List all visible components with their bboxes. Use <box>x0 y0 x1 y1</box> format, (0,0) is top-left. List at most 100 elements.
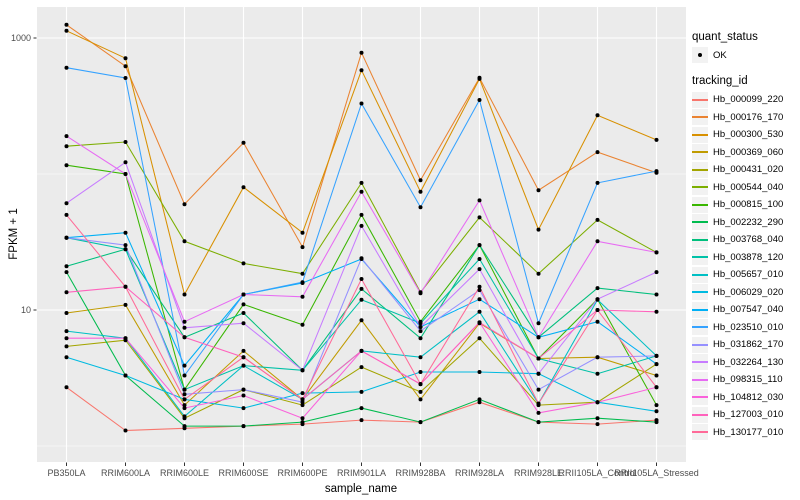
svg-text:RRIM600LA: RRIM600LA <box>101 468 150 478</box>
line-swatch-icon <box>692 396 708 399</box>
svg-text:RRIM928LA: RRIM928LA <box>455 468 504 478</box>
line-swatch-icon <box>692 291 708 294</box>
svg-text:10: 10 <box>21 305 31 315</box>
line-swatch-icon <box>692 186 708 189</box>
legend-key-swatch <box>692 91 708 108</box>
legend-item-label: Hb_032264_130 <box>713 356 784 368</box>
legend-item-label: Hb_023510_010 <box>713 321 784 333</box>
legend: quant_status OK tracking_id Hb_000099_22… <box>692 0 798 500</box>
legend-item-Hb_127003_010: Hb_127003_010 <box>692 406 783 424</box>
legend-item-label: Hb_002232_290 <box>713 216 784 228</box>
legend-key-swatch <box>692 301 708 318</box>
legend-item-Hb_000431_020: Hb_000431_020 <box>692 161 783 179</box>
legend-item-Hb_003768_040: Hb_003768_040 <box>692 231 783 249</box>
line-swatch-icon <box>692 116 708 119</box>
legend-item-Hb_130177_010: Hb_130177_010 <box>692 424 783 442</box>
legend-item-Hb_032264_130: Hb_032264_130 <box>692 354 783 372</box>
line-swatch-icon <box>692 361 708 364</box>
legend-item-Hb_104812_030: Hb_104812_030 <box>692 389 783 407</box>
legend-title-tracking-id: tracking_id <box>692 75 748 87</box>
legend-key-swatch <box>692 424 708 441</box>
legend-key-swatch <box>692 214 708 231</box>
legend-item-Hb_098315_110: Hb_098315_110 <box>692 371 783 389</box>
svg-text:RRIM600LE: RRIM600LE <box>160 468 209 478</box>
legend-item-Hb_000815_100: Hb_000815_100 <box>692 196 783 214</box>
line-swatch-icon <box>692 343 708 346</box>
legend-key-swatch <box>692 406 708 423</box>
legend-key-swatch <box>692 319 708 336</box>
svg-text:PB350LA: PB350LA <box>47 468 85 478</box>
legend-item-Hb_002232_290: Hb_002232_290 <box>692 214 783 232</box>
legend-key-swatch <box>692 126 708 143</box>
line-swatch-icon <box>692 378 708 381</box>
legend-item-Hb_000176_170: Hb_000176_170 <box>692 109 783 127</box>
legend-item-Hb_023510_010: Hb_023510_010 <box>692 319 783 337</box>
legend-key-swatch <box>692 196 708 213</box>
legend-tracking-items: Hb_000099_220 Hb_000176_170 Hb_000300_530 H… <box>692 91 783 441</box>
legend-item-label: Hb_000431_020 <box>713 164 784 176</box>
line-swatch-icon <box>692 151 708 154</box>
legend-key-swatch <box>692 144 708 161</box>
svg-text:RRII105LA_Control: RRII105LA_Control <box>558 468 636 478</box>
legend-key-swatch <box>692 266 708 283</box>
legend-item-label: Hb_031862_170 <box>713 339 784 351</box>
line-swatch-icon <box>692 221 708 224</box>
line-swatch-icon <box>692 168 708 171</box>
svg-text:1000: 1000 <box>11 33 31 43</box>
legend-key-swatch <box>692 389 708 406</box>
line-swatch-icon <box>692 133 708 136</box>
legend-item-Hb_007547_040: Hb_007547_040 <box>692 301 783 319</box>
svg-text:RRII105LA_Stressed: RRII105LA_Stressed <box>614 468 699 478</box>
legend-key-swatch <box>692 179 708 196</box>
line-swatch-icon <box>692 413 708 416</box>
y-tick-labels: 1000 10 <box>11 33 31 315</box>
legend-key-swatch <box>692 109 708 126</box>
axis-ticks <box>33 37 657 466</box>
x-axis-title: sample_name <box>324 483 398 495</box>
legend-key-swatch <box>692 284 708 301</box>
legend-item-Hb_000300_530: Hb_000300_530 <box>692 126 783 144</box>
line-swatch-icon <box>692 256 708 259</box>
line-swatch-icon <box>692 238 708 241</box>
legend-item-label: Hb_130177_010 <box>713 426 784 438</box>
svg-text:RRIM901LA: RRIM901LA <box>337 468 386 478</box>
legend-item-label: Hb_003878_120 <box>713 251 784 263</box>
legend-item-label: Hb_005657_010 <box>713 269 784 281</box>
svg-text:RRIM928BA: RRIM928BA <box>395 468 445 478</box>
legend-item-label: OK <box>713 49 727 61</box>
legend-key-swatch <box>692 354 708 371</box>
legend-item-label: Hb_000099_220 <box>713 94 784 106</box>
data-points <box>64 22 659 433</box>
line-swatch-icon <box>692 273 708 276</box>
line-swatch-icon <box>692 431 708 434</box>
legend-item-label: Hb_000369_060 <box>713 146 784 158</box>
legend-item-label: Hb_000544_040 <box>713 181 784 193</box>
legend-key-swatch <box>692 371 708 388</box>
legend-key-swatch <box>692 231 708 248</box>
legend-item-label: Hb_104812_030 <box>713 391 784 403</box>
legend-key-swatch <box>692 249 708 266</box>
point-icon <box>698 53 702 57</box>
x-tick-labels: PB350LA RRIM600LA RRIM600LE RRIM600SE RRIM60… <box>47 468 698 478</box>
legend-item-label: Hb_098315_110 <box>713 374 783 386</box>
legend-item-Hb_000369_060: Hb_000369_060 <box>692 144 783 162</box>
line-swatch-icon <box>692 98 708 101</box>
legend-item-label: Hb_000815_100 <box>713 199 784 211</box>
legend-item-label: Hb_000176_170 <box>713 111 784 123</box>
svg-text:RRIM928LE: RRIM928LE <box>514 468 563 478</box>
legend-item-Hb_000544_040: Hb_000544_040 <box>692 179 783 197</box>
legend-key-swatch <box>692 161 708 178</box>
legend-key-point <box>692 47 708 63</box>
legend-item-Hb_006029_020: Hb_006029_020 <box>692 284 783 302</box>
legend-key-swatch <box>692 336 708 353</box>
legend-item-Hb_031862_170: Hb_031862_170 <box>692 336 783 354</box>
gridlines <box>37 7 686 462</box>
legend-item-label: Hb_006029_020 <box>713 286 784 298</box>
line-swatch-icon <box>692 326 708 329</box>
line-swatch-icon <box>692 308 708 311</box>
legend-item-Hb_003878_120: Hb_003878_120 <box>692 249 783 267</box>
legend-item-label: Hb_000300_530 <box>713 129 784 141</box>
legend-item-ok: OK <box>692 47 727 63</box>
